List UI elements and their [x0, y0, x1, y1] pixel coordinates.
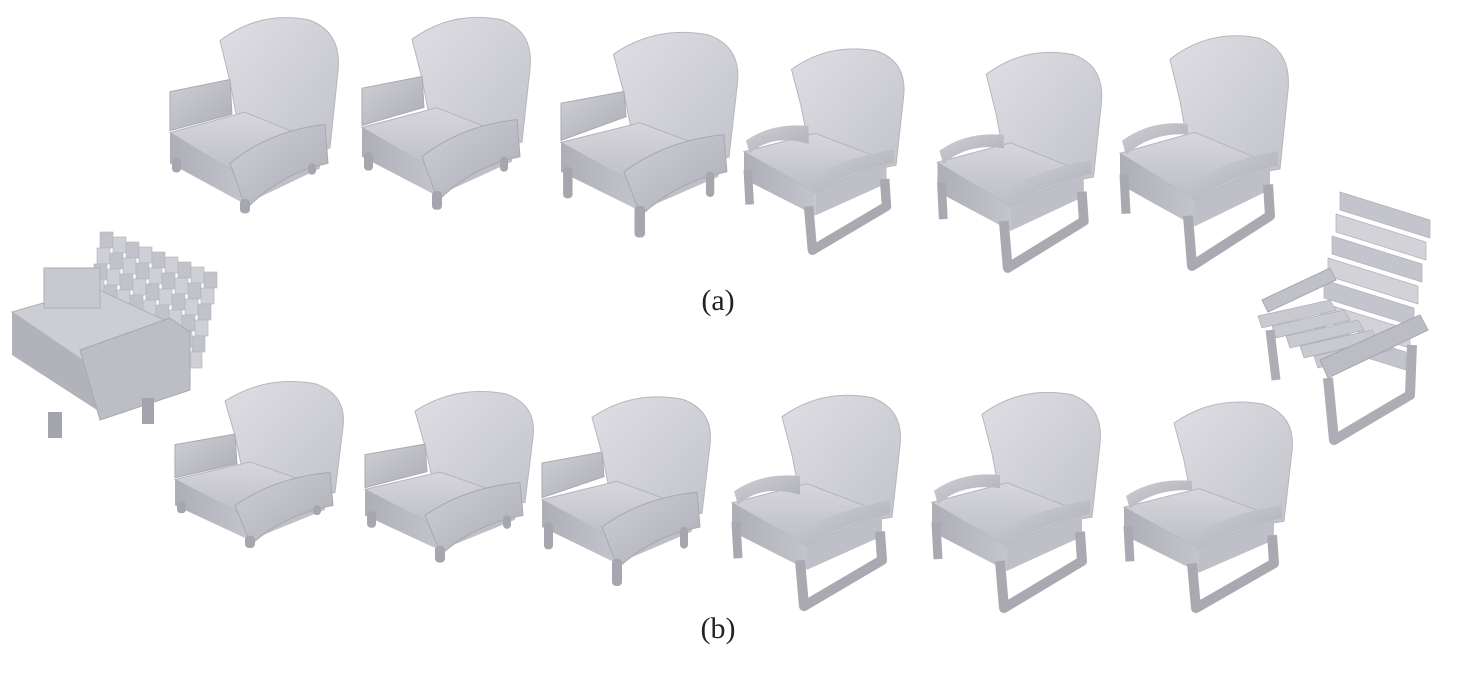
interp-b-3	[540, 396, 711, 586]
interp-b-4	[730, 394, 901, 612]
source-voxel-armchair	[10, 231, 218, 438]
interp-b-2	[363, 391, 534, 563]
interp-a-5	[936, 51, 1103, 273]
interp-a-2	[360, 16, 531, 210]
panel-label-a: (a)	[701, 284, 735, 317]
interp-b-6	[1122, 401, 1293, 614]
interpolation-row-b	[173, 381, 1293, 614]
interp-b-5	[930, 391, 1101, 613]
interp-a-3	[559, 31, 739, 238]
voxel-lounge-chair-target	[1257, 191, 1431, 445]
interp-b-1	[173, 381, 344, 549]
target-slatted-lounge-chair	[1257, 191, 1431, 445]
interp-a-1	[168, 17, 339, 214]
voxel-armchair-source	[10, 231, 218, 438]
interp-a-4	[742, 48, 905, 255]
panel-label-b: (b)	[700, 612, 736, 645]
interp-a-6	[1118, 35, 1289, 271]
interpolation-row-a	[168, 16, 1289, 273]
